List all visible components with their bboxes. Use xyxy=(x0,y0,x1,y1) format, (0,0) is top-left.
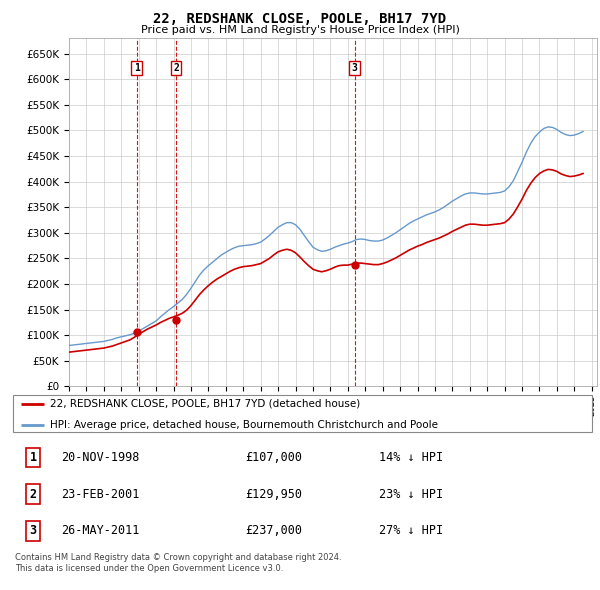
Text: 2: 2 xyxy=(173,63,179,73)
Text: £237,000: £237,000 xyxy=(245,525,302,537)
Text: 20-NOV-1998: 20-NOV-1998 xyxy=(61,451,140,464)
Text: £107,000: £107,000 xyxy=(245,451,302,464)
Text: 2: 2 xyxy=(29,487,37,501)
Text: 1: 1 xyxy=(134,63,140,73)
Text: Contains HM Land Registry data © Crown copyright and database right 2024.
This d: Contains HM Land Registry data © Crown c… xyxy=(15,553,341,573)
Text: 26-MAY-2011: 26-MAY-2011 xyxy=(61,525,140,537)
Text: 3: 3 xyxy=(352,63,358,73)
Text: Price paid vs. HM Land Registry's House Price Index (HPI): Price paid vs. HM Land Registry's House … xyxy=(140,25,460,35)
Text: 14% ↓ HPI: 14% ↓ HPI xyxy=(379,451,443,464)
Text: 23% ↓ HPI: 23% ↓ HPI xyxy=(379,487,443,501)
Text: 27% ↓ HPI: 27% ↓ HPI xyxy=(379,525,443,537)
Text: HPI: Average price, detached house, Bournemouth Christchurch and Poole: HPI: Average price, detached house, Bour… xyxy=(50,420,438,430)
Text: £129,950: £129,950 xyxy=(245,487,302,501)
Text: 23-FEB-2001: 23-FEB-2001 xyxy=(61,487,140,501)
FancyBboxPatch shape xyxy=(13,395,592,432)
Text: 22, REDSHANK CLOSE, POOLE, BH17 7YD (detached house): 22, REDSHANK CLOSE, POOLE, BH17 7YD (det… xyxy=(50,399,360,408)
Text: 1: 1 xyxy=(29,451,37,464)
Text: 22, REDSHANK CLOSE, POOLE, BH17 7YD: 22, REDSHANK CLOSE, POOLE, BH17 7YD xyxy=(154,12,446,26)
Text: 3: 3 xyxy=(29,525,37,537)
